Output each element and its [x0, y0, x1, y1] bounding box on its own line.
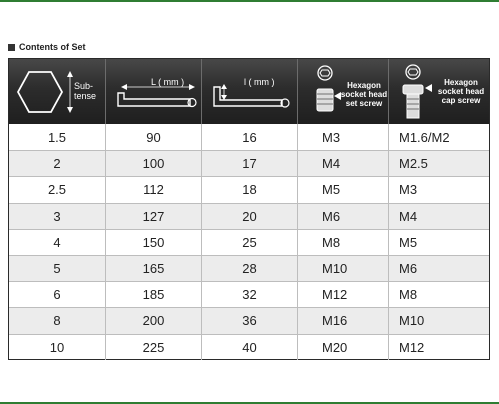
cell-long-length: 127 [106, 203, 202, 229]
cell-set-screw: M10 [298, 255, 389, 282]
cell-short-length: 32 [202, 282, 298, 308]
table-header: Sub- tense L ( mm ) l ( mm ) [9, 59, 489, 124]
cell-cap-screw: M1.6/M2 [399, 129, 450, 145]
section-title: Contents of Set [8, 41, 86, 53]
set-screw-icon [316, 65, 334, 112]
table-row: 2.5 112 18 M5 M3 [9, 176, 489, 203]
cell-subtense: 10 [9, 334, 106, 360]
cell-long-length: 200 [106, 308, 202, 334]
cell-set-screw: M16 [298, 308, 389, 334]
cell-subtense: 2 [9, 151, 106, 177]
cell-set-screw: M6 [298, 203, 389, 229]
cell-cap-screw: M3 [399, 182, 418, 198]
cap-screw-label: Hexagon socket head cap screw [435, 78, 487, 105]
cell-subtense: 1.5 [9, 124, 106, 151]
top-border [0, 0, 499, 2]
cell-cap-screw: M8 [399, 287, 418, 303]
bottom-border [0, 402, 499, 404]
cell-set-screw: M8 [298, 229, 389, 255]
cell-set-screw: M4 [298, 151, 389, 177]
cell-subtense: 6 [9, 282, 106, 308]
cell-set-screw: M12 [298, 282, 389, 308]
bullet-square-icon [8, 43, 15, 51]
cell-set-screw: M5 [298, 177, 389, 203]
cell-subtense: 2.5 [9, 177, 106, 203]
contents-table: Sub- tense L ( mm ) l ( mm ) [8, 58, 490, 360]
cell-short-length: 16 [202, 124, 298, 151]
cell-long-length: 165 [106, 255, 202, 282]
arrow-left-icon [334, 92, 341, 100]
cell-cap-screw: M12 [399, 339, 425, 355]
header-subtense: Sub- tense [9, 59, 106, 124]
subtense-label-line1: Sub- [74, 81, 94, 91]
table-row: 8 200 36 M16 M10 [9, 307, 489, 334]
cell-cap-screw: M4 [399, 208, 418, 224]
cell-short-length: 18 [202, 177, 298, 203]
cell-set-screw: M3 [298, 124, 389, 151]
cell-subtense: 5 [9, 255, 106, 282]
cell-long-length: 185 [106, 282, 202, 308]
cell-subtense: 3 [9, 203, 106, 229]
header-long-length: L ( mm ) [106, 59, 202, 124]
cell-cap-screw: M6 [399, 261, 418, 277]
cell-long-length: 90 [106, 124, 202, 151]
hex-key-short-icon [213, 84, 290, 108]
cap-screw-label-line3: cap screw [441, 96, 481, 105]
table-row: 1.5 90 16 M3 M1.6/M2 [9, 124, 489, 151]
cell-short-length: 25 [202, 229, 298, 255]
cap-screw-label-line2: socket head [437, 87, 485, 96]
header-set-screw: Hexagon socket head set screw [298, 59, 389, 124]
cell-long-length: 150 [106, 229, 202, 255]
table-row: 5 165 28 M10 M6 [9, 254, 489, 282]
cap-screw-icon [402, 64, 424, 119]
cell-short-length: 36 [202, 308, 298, 334]
cap-screw-label-line1: Hexagon [444, 78, 478, 87]
arrow-left-icon [425, 84, 432, 92]
table-row: 3 127 20 M6 M4 [9, 202, 489, 229]
cell-long-length: 112 [106, 177, 202, 203]
cell-short-length: 40 [202, 334, 298, 360]
cell-subtense: 4 [9, 229, 106, 255]
subtense-label-line2: tense [74, 91, 97, 101]
header-short-length: l ( mm ) [202, 59, 298, 124]
cell-long-length: 225 [106, 334, 202, 360]
set-screw-label: Hexagon socket head set screw [340, 81, 388, 108]
hexagon-icon [17, 71, 73, 113]
table-row: 10 225 40 M20 M12 [9, 333, 489, 360]
header-cap-screw: Hexagon socket head cap screw [389, 59, 489, 124]
section-title-text: Contents of Set [19, 42, 86, 52]
cell-cap-screw: M2.5 [399, 156, 428, 172]
table-row: 2 100 17 M4 M2.5 [9, 150, 489, 177]
L-label: L ( mm ) [151, 77, 185, 87]
cell-long-length: 100 [106, 151, 202, 177]
cell-cap-screw: M5 [399, 234, 418, 250]
set-screw-label-line1: Hexagon [347, 81, 381, 90]
set-screw-label-line3: set screw [345, 99, 383, 108]
set-screw-label-line2: socket head [340, 90, 388, 99]
cell-cap-screw: M10 [399, 313, 425, 329]
hex-key-long-icon [117, 84, 197, 108]
cell-subtense: 8 [9, 308, 106, 334]
l-label: l ( mm ) [244, 77, 275, 87]
table-body: 1.5 90 16 M3 M1.6/M2 2 100 17 M4 M2.5 2.5 112 18 M5 M3… [9, 124, 489, 360]
subtense-label: Sub- tense [74, 81, 96, 101]
cell-short-length: 17 [202, 151, 298, 177]
table-row: 4 150 25 M8 M5 [9, 228, 489, 255]
cell-set-screw: M20 [298, 334, 389, 360]
cell-short-length: 28 [202, 255, 298, 282]
table-row: 6 185 32 M12 M8 [9, 281, 489, 308]
cell-short-length: 20 [202, 203, 298, 229]
